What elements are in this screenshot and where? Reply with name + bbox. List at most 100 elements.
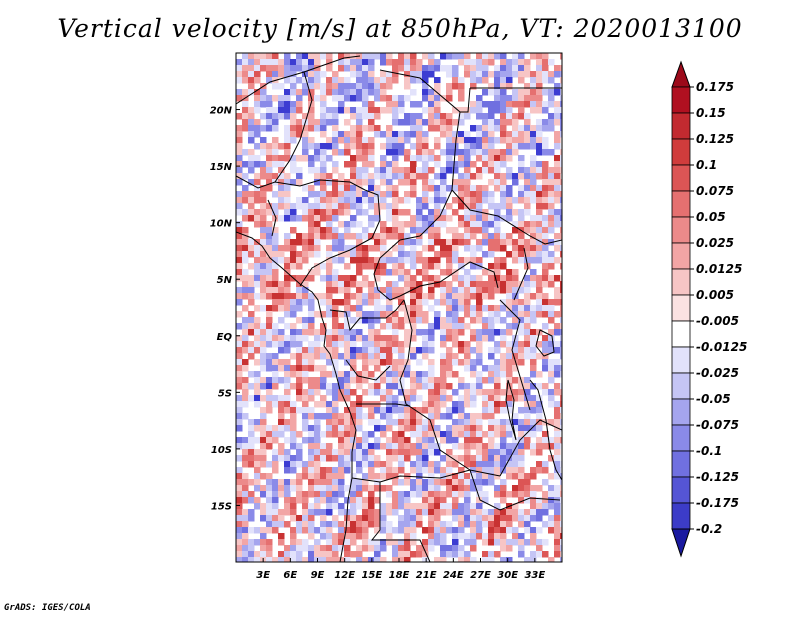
field-cell	[386, 437, 393, 444]
country-border	[499, 299, 531, 411]
lake-outline	[535, 329, 555, 357]
field-cell	[368, 467, 375, 474]
field-cell	[530, 191, 537, 198]
field-cell	[266, 491, 273, 498]
field-cell	[452, 275, 459, 282]
field-cell	[554, 401, 561, 408]
field-cell	[506, 191, 513, 198]
field-cell	[386, 227, 393, 234]
field-cell	[452, 359, 459, 366]
field-cell	[476, 299, 483, 306]
field-cell	[326, 113, 333, 120]
field-cell	[308, 275, 315, 282]
field-cell	[254, 191, 261, 198]
field-cell	[338, 341, 345, 348]
field-cell	[476, 65, 483, 72]
field-cell	[452, 425, 459, 432]
field-cell	[470, 395, 477, 402]
field-cell	[506, 281, 513, 288]
field-cell	[386, 149, 393, 156]
field-cell	[272, 323, 279, 330]
field-cell	[278, 191, 285, 198]
field-cell	[422, 299, 429, 306]
field-cell	[284, 383, 291, 390]
field-cell	[488, 329, 495, 336]
field-cell	[398, 365, 405, 372]
field-cell	[302, 371, 309, 378]
field-cell	[308, 305, 315, 312]
field-cell	[434, 77, 441, 84]
field-cell	[464, 281, 471, 288]
field-cell	[416, 281, 423, 288]
field-cell	[260, 461, 267, 468]
field-cell	[542, 335, 549, 342]
field-cell	[344, 527, 351, 534]
field-cell	[470, 431, 477, 438]
field-cell	[236, 125, 243, 132]
field-cell	[530, 245, 537, 252]
field-cell	[290, 539, 297, 546]
field-cell	[392, 335, 399, 342]
field-cell	[266, 479, 273, 486]
field-cell	[380, 161, 387, 168]
field-cell	[266, 233, 273, 240]
field-cell	[410, 521, 417, 528]
field-cell	[542, 347, 549, 354]
field-cell	[560, 401, 562, 408]
field-cell	[260, 95, 267, 102]
field-cell	[386, 167, 393, 174]
field-cell	[344, 65, 351, 72]
field-cell	[458, 95, 465, 102]
field-cell	[296, 557, 303, 562]
field-cell	[500, 173, 507, 180]
field-cell	[344, 59, 351, 66]
field-cell	[422, 503, 429, 510]
field-cell	[314, 221, 321, 228]
field-cell	[506, 137, 513, 144]
colorbar-label: 0.175	[696, 80, 734, 94]
field-cell	[260, 233, 267, 240]
field-cell	[440, 545, 447, 552]
field-cell	[374, 269, 381, 276]
field-cell	[392, 227, 399, 234]
field-cell	[428, 239, 435, 246]
field-cell	[554, 437, 561, 444]
field-cell	[458, 287, 465, 294]
field-cell	[380, 245, 387, 252]
field-cell	[416, 77, 423, 84]
field-cell	[446, 323, 453, 330]
field-cell	[410, 53, 417, 60]
field-cell	[386, 203, 393, 210]
field-cell	[302, 281, 309, 288]
field-cell	[518, 71, 525, 78]
field-cell	[536, 185, 543, 192]
field-cell	[530, 179, 537, 186]
field-cell	[386, 383, 393, 390]
field-cell	[278, 335, 285, 342]
field-cell	[266, 353, 273, 360]
field-cell	[386, 161, 393, 168]
field-cell	[332, 545, 339, 552]
field-cell	[422, 467, 429, 474]
field-cell	[362, 191, 369, 198]
field-cell	[242, 365, 249, 372]
field-cell	[416, 461, 423, 468]
field-cell	[308, 161, 315, 168]
field-cell	[242, 485, 249, 492]
field-cell	[458, 401, 465, 408]
field-cell	[368, 443, 375, 450]
field-cell	[560, 527, 562, 534]
field-cell	[482, 113, 489, 120]
field-cell	[308, 467, 315, 474]
country-border	[351, 469, 501, 483]
field-cell	[260, 167, 267, 174]
field-cell	[434, 485, 441, 492]
field-cell	[536, 53, 543, 60]
field-cell	[248, 113, 255, 120]
field-cell	[482, 149, 489, 156]
field-cell	[242, 413, 249, 420]
field-cell	[428, 395, 435, 402]
lat-tick-label: 10N	[210, 219, 233, 230]
field-cell	[296, 329, 303, 336]
field-cell	[476, 347, 483, 354]
